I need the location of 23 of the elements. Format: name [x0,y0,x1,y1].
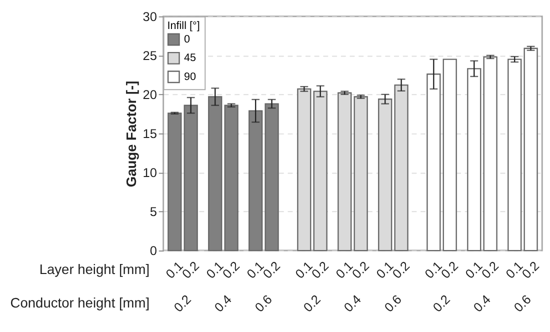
text: 0.4 [340,292,364,315]
y-tick-label: 10 [142,164,157,180]
y-tick-label: 5 [150,204,157,219]
y-tick-label: 0 [150,242,157,258]
text: 0.2 [430,292,453,315]
legend-label: 90 [184,70,196,83]
x-axis-title: Layer height [mm] [39,262,150,278]
text: Conductor height [mm] [10,296,150,311]
y-axis-title: Gauge Factor [-] [124,80,139,188]
legend-label: 0 [184,33,190,46]
y-tick-label: 15 [142,126,157,141]
legend-label: 45 [184,52,196,64]
y-tick-label: 25 [142,48,157,63]
y-tick-label: 30 [142,8,157,24]
y-tick-label: 20 [142,86,157,102]
text: 0.6 [510,292,534,315]
text: 0.4 [470,292,494,315]
legend-title: Infill [°] [167,20,200,32]
text: 0.6 [381,292,404,315]
text: 0.2 [170,292,194,315]
text: 0.4 [211,292,234,315]
text: 0.6 [252,292,275,315]
text: 0.2 [300,292,324,315]
